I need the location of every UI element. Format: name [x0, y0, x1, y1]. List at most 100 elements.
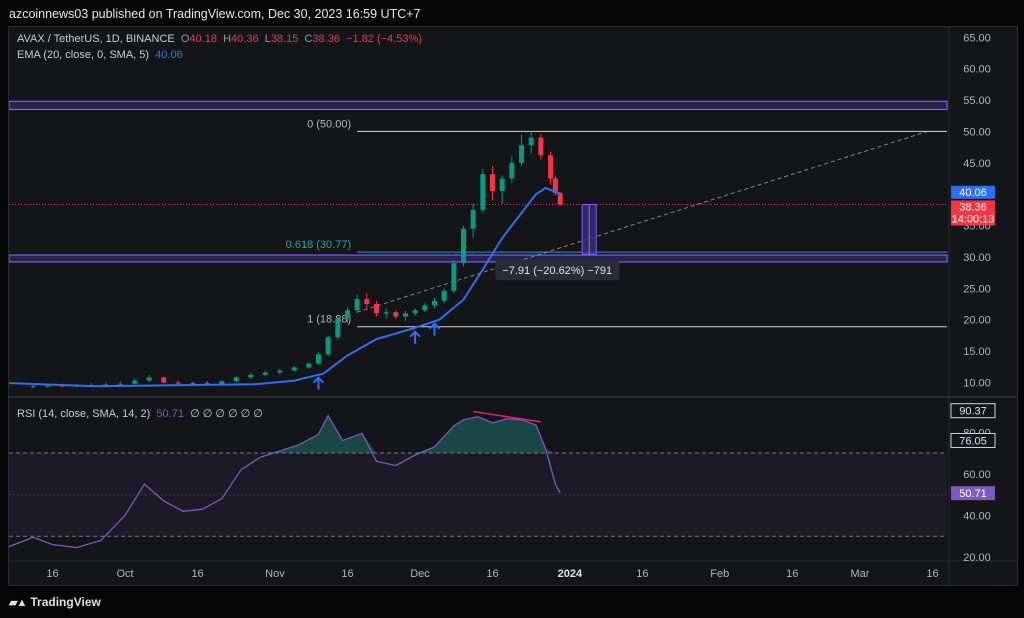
- candle-body-7: [132, 380, 138, 384]
- price-tick-3: 25.00: [963, 283, 991, 295]
- candle-body-34: [451, 263, 457, 291]
- low-label: L: [264, 33, 271, 45]
- chart-canvas[interactable]: 0 (50.00) 0.618 (30.77) 1 (18.88) −7.91 (−2…: [9, 27, 1017, 585]
- time-tick-8: 16: [636, 568, 648, 580]
- time-tick-11: Mar: [850, 568, 869, 580]
- candle-body-38: [490, 174, 496, 192]
- time-tick-0: 16: [46, 568, 58, 580]
- candle-body-5: [103, 384, 109, 386]
- candle-body-19: [306, 363, 312, 368]
- price-badge-bg-2: [951, 212, 995, 226]
- low-value: 38.15: [270, 33, 299, 45]
- candle-body-42: [528, 137, 534, 146]
- ema-value: 40.06: [155, 49, 183, 61]
- buy-signal-arrow-icon-2: [428, 322, 441, 336]
- candle-body-26: [373, 304, 379, 314]
- open-value: 40.18: [189, 33, 217, 45]
- rsi-tick-2: 60.00: [963, 469, 991, 481]
- rsi-badge-bg-0: [950, 403, 996, 419]
- candle-body-18: [291, 367, 297, 371]
- candle-body-45: [552, 178, 558, 193]
- time-tick-5: Dec: [410, 568, 430, 580]
- candle-body-39: [499, 178, 505, 192]
- candle-body-9: [161, 377, 167, 383]
- resistance-zone-0: [9, 100, 948, 111]
- time-tick-6: 16: [486, 568, 498, 580]
- rsi-na-values: ∅ ∅ ∅ ∅ ∅ ∅: [190, 408, 263, 420]
- time-tick-4: 16: [341, 568, 353, 580]
- rsi-label: RSI (14, close, SMA, 14, 2): [17, 408, 151, 420]
- rsi-legend: RSI (14, close, SMA, 14, 2) 50.71 ∅ ∅ ∅ …: [17, 407, 263, 420]
- chart-background: [9, 27, 1017, 585]
- candle-body-24: [354, 298, 360, 311]
- candle-body-16: [262, 372, 268, 375]
- symbol-legend: AVAX / TetherUS, 1D, BINANCE O40.18 H40.…: [17, 33, 422, 45]
- price-tick-10: 60.00: [963, 64, 991, 76]
- candle-body-40: [509, 162, 515, 179]
- candle-body-41: [519, 145, 525, 163]
- bearish-divergence-line: [473, 410, 541, 423]
- time-tick-2: 16: [191, 568, 203, 580]
- candle-body-2: [59, 385, 65, 387]
- price-tick-7: 45.00: [963, 158, 991, 170]
- buy-signal-arrow-icon-0: [312, 376, 325, 390]
- resistance-zone-1: [9, 254, 948, 263]
- close-value: 38.36: [312, 33, 340, 45]
- publisher-caption: azcoinnews03 published on TradingView.co…: [9, 7, 421, 21]
- candle-body-12: [204, 383, 210, 385]
- candle-body-29: [402, 313, 408, 317]
- time-tick-3: Nov: [265, 568, 285, 580]
- price-tick-8: 50.00: [963, 126, 991, 138]
- high-label: H: [223, 33, 232, 45]
- candle-body-27: [383, 312, 389, 314]
- candle-body-23: [344, 310, 350, 319]
- tradingview-logo-icon: ▰▲: [9, 597, 27, 609]
- close-label: C: [304, 33, 313, 45]
- open-label: O: [180, 33, 190, 45]
- buy-signal-arrow-icon-1: [409, 330, 421, 344]
- candle-body-43: [538, 137, 544, 156]
- rsi-value: 50.71: [156, 408, 184, 420]
- rsi-line: [9, 414, 561, 549]
- price-tick-0: 10.00: [963, 377, 991, 389]
- ema-line: [9, 186, 561, 388]
- brand-name: TradingView: [30, 595, 101, 609]
- candle-body-31: [422, 305, 428, 311]
- price-tick-9: 55.00: [963, 95, 991, 107]
- candle-body-22: [335, 318, 341, 338]
- candle-body-32: [431, 300, 437, 306]
- high-value: 40.36: [231, 33, 259, 45]
- price-tick-1: 15.00: [963, 346, 991, 358]
- time-tick-1: Oct: [116, 568, 133, 580]
- candle-body-28: [393, 312, 399, 317]
- rsi-badge-0: 90.37: [959, 406, 987, 418]
- time-tick-12: 16: [926, 568, 938, 580]
- tradingview-logo: ▰▲ TradingView: [9, 595, 101, 609]
- price-badge-1: 38.36: [959, 201, 987, 213]
- candle-body-36: [470, 209, 476, 229]
- time-tick-7: 2024: [558, 568, 583, 580]
- ema-legend: EMA (20, close, 0, SMA, 5) 40.06: [17, 49, 183, 61]
- rsi-badge-bg-1: [950, 432, 996, 448]
- rsi-badge-bg-2: [951, 486, 995, 501]
- fib-level-label-0: 0 (50.00): [307, 118, 351, 130]
- candle-body-33: [441, 290, 447, 301]
- measure-label: −7.91 (−20.62%) −791: [502, 265, 612, 277]
- price-badge-bg-0: [951, 185, 995, 199]
- candle-body-14: [233, 377, 239, 382]
- chart-panel[interactable]: 0 (50.00) 0.618 (30.77) 1 (18.88) −7.91 (−2…: [8, 26, 1018, 586]
- candle-body-35: [460, 228, 466, 264]
- candle-body-30: [412, 310, 418, 314]
- candle-body-20: [315, 354, 321, 364]
- price-badge-0: 40.06: [959, 187, 987, 199]
- candle-body-0: [30, 386, 36, 388]
- candle-body-13: [219, 381, 225, 384]
- candle-body-21: [325, 337, 331, 355]
- price-badge-bg-1: [951, 200, 995, 214]
- symbol-name: AVAX / TetherUS, 1D, BINANCE: [17, 33, 175, 45]
- candle-body-8: [146, 377, 152, 381]
- time-tick-10: 16: [786, 568, 798, 580]
- candle-body-17: [277, 370, 283, 373]
- candle-body-10: [175, 382, 181, 384]
